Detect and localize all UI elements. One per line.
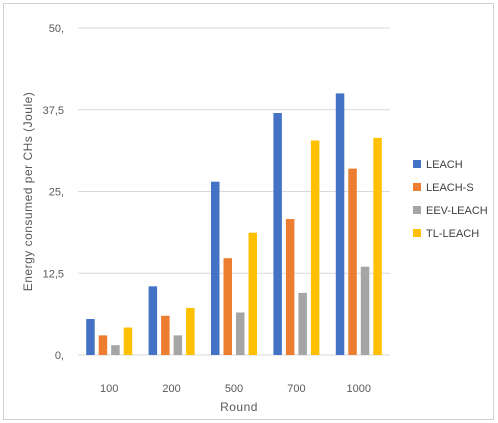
bar-leach-s-1000 xyxy=(348,169,357,355)
x-tick-label: 200 xyxy=(162,383,180,395)
x-tick-label: 100 xyxy=(100,383,118,395)
y-axis-title: Energy consumed per CHs (Joule) xyxy=(21,92,35,292)
y-tick-label: 0, xyxy=(55,350,64,362)
bar-eev-leach-700 xyxy=(298,293,307,355)
bar-tl-leach-100 xyxy=(124,328,133,355)
bar-leach-s-700 xyxy=(286,219,295,355)
legend: LEACH LEACH-S EEV-LEACH TL-LEACH xyxy=(413,159,488,240)
y-tick-label: 25, xyxy=(49,187,64,199)
bar-eev-leach-200 xyxy=(174,335,183,355)
bar-eev-leach-100 xyxy=(111,345,120,355)
bar-eev-leach-500 xyxy=(236,312,245,355)
x-tick-label: 1000 xyxy=(347,383,371,395)
legend-swatch-tl-leach xyxy=(413,229,421,237)
legend-swatch-eev-leach xyxy=(413,206,421,214)
bar-tl-leach-200 xyxy=(186,308,195,355)
bar-leach-1000 xyxy=(336,93,345,355)
legend-label-eev-leach: EEV-LEACH xyxy=(426,205,488,217)
bar-leach-200 xyxy=(149,286,158,355)
x-axis-title: Round xyxy=(220,400,258,414)
legend-label-tl-leach: TL-LEACH xyxy=(426,228,479,240)
bar-leach-100 xyxy=(86,319,95,355)
bar-tl-leach-500 xyxy=(249,233,258,355)
x-tick-label: 500 xyxy=(225,383,243,395)
x-tick-labels: 100 200 500 700 1000 xyxy=(100,383,371,395)
bar-tl-leach-1000 xyxy=(373,138,382,355)
y-tick-label: 37,5 xyxy=(43,105,64,117)
legend-label-leach-s: LEACH-S xyxy=(426,182,474,194)
legend-swatch-leach xyxy=(413,160,421,168)
bar-leach-s-500 xyxy=(224,258,233,355)
bar-eev-leach-1000 xyxy=(361,267,370,355)
legend-swatch-leach-s xyxy=(413,183,421,191)
bar-leach-700 xyxy=(273,113,282,355)
bar-tl-leach-700 xyxy=(311,140,320,355)
bar-leach-s-100 xyxy=(99,335,108,355)
bars xyxy=(86,93,382,355)
bar-leach-500 xyxy=(211,182,220,355)
y-tick-label: 12,5 xyxy=(43,268,64,280)
bar-leach-s-200 xyxy=(161,316,170,355)
y-tick-label: 50, xyxy=(49,23,64,35)
y-tick-labels: 0, 12,5 25, 37,5 50, xyxy=(43,23,64,362)
x-tick-label: 700 xyxy=(287,383,305,395)
legend-label-leach: LEACH xyxy=(426,159,463,171)
